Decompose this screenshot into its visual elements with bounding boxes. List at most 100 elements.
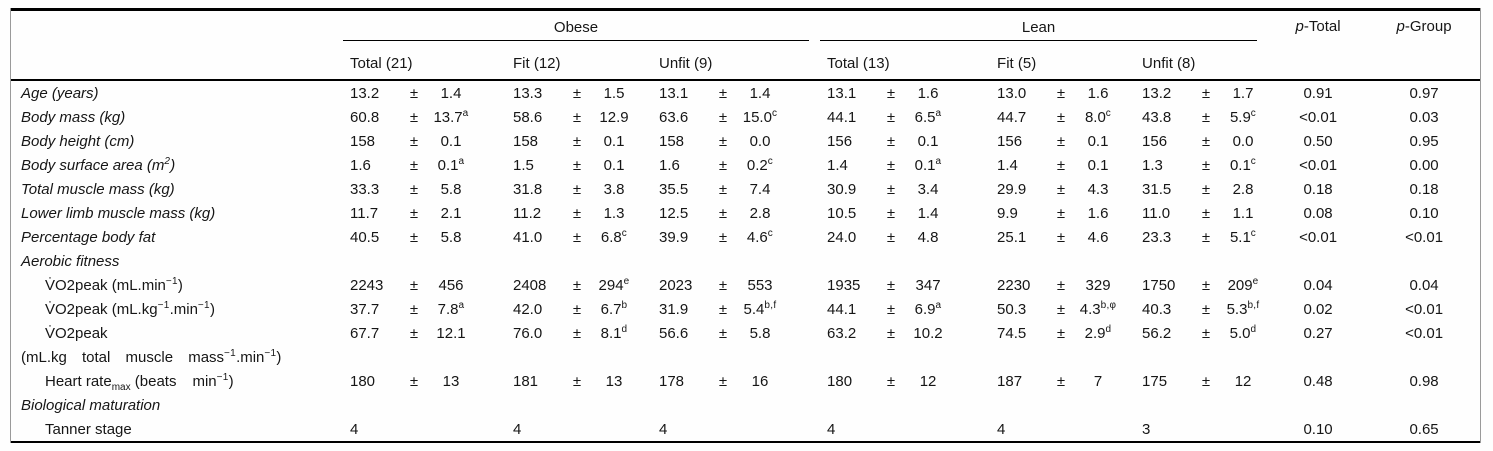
col-header-obese-total: Total (21) [343, 41, 506, 81]
row-label: Body surface area (m2) [21, 155, 176, 174]
table-row: Body height (cm) 158 ±0.1 158 ±0.1 158 ±0.0 156… [11, 129, 1480, 153]
plus-minus-sign: ± [1201, 84, 1211, 102]
p-group-value: <0.01 [1405, 300, 1444, 318]
p-total-value: 0.50 [1303, 132, 1333, 150]
plus-minus-sign: ± [1056, 300, 1066, 318]
sd-value: 5.8 [440, 228, 462, 246]
data-cell: 2408 ±294e [506, 273, 652, 297]
table-row: Age (years) 13.2 ±1.4 13.3 ±1.5 13.1 ±1.4 13.1 ±… [11, 80, 1480, 105]
data-cell: 31.5 ±2.8 [1135, 177, 1268, 201]
p-total-value: 0.27 [1303, 324, 1333, 342]
mean-value: 1.4 [997, 156, 1018, 174]
mean-value: 13.2 [350, 84, 380, 102]
mean-value: 175 [1142, 372, 1168, 390]
section-row: Aerobic fitness [11, 249, 1480, 273]
plus-minus-sign: ± [718, 372, 728, 390]
p-total-value: 0.91 [1303, 84, 1333, 102]
sd-value: 13 [605, 372, 623, 390]
data-cell: 158 ±0.0 [652, 129, 820, 153]
data-cell: 156 ±0.0 [1135, 129, 1268, 153]
mean-value: 63.2 [827, 324, 857, 342]
data-cell: 58.6 ±12.9 [506, 105, 652, 129]
data-cell: 156 ±0.1 [990, 129, 1135, 153]
sd-value: 12.1 [436, 324, 466, 342]
data-cell: 76.0 ±8.1d [506, 321, 652, 345]
plus-minus-sign: ± [886, 156, 896, 174]
p-group-value: 0.10 [1409, 204, 1439, 222]
mean-value: 56.2 [1142, 324, 1172, 342]
data-cell: 44.7 ±8.0c [990, 105, 1135, 129]
data-cell: 24.0 ±4.8 [820, 225, 990, 249]
mean-value: 2408 [513, 276, 547, 294]
sd-value: 7.4 [749, 180, 771, 198]
mean-value: 13.1 [659, 84, 689, 102]
plus-minus-sign: ± [572, 372, 582, 390]
data-cell: 29.9 ±4.3 [990, 177, 1135, 201]
sd-value: 2.9d [1084, 323, 1112, 342]
mean-value: 1.5 [513, 156, 534, 174]
plus-minus-sign: ± [1056, 276, 1066, 294]
sd-value: 1.6 [1087, 204, 1109, 222]
mean-value: 63.6 [659, 108, 689, 126]
data-cell: 13.0 ±1.6 [990, 80, 1135, 105]
mean-value: 158 [513, 132, 539, 150]
mean-value: 10.5 [827, 204, 857, 222]
group-header-obese: Obese [343, 10, 820, 41]
data-cell: 33.3 ±5.8 [343, 177, 506, 201]
mean-value: 1750 [1142, 276, 1176, 294]
sd-value: 0.1 [917, 132, 939, 150]
data-cell: 50.3 ±4.3b,φ [990, 297, 1135, 321]
plus-minus-sign: ± [718, 204, 728, 222]
sd-value: 0.1 [603, 156, 625, 174]
sd-value: 456 [438, 276, 464, 294]
plus-minus-sign: ± [1056, 228, 1066, 246]
mean-value: 67.7 [350, 324, 380, 342]
plus-minus-sign: ± [572, 324, 582, 342]
table-row: V̇O2peak (mL.min−1) 2243 ±456 2408 ±294e 2023… [11, 273, 1480, 297]
sd-value: 0.1 [1087, 156, 1109, 174]
mean-value: 13.1 [827, 84, 857, 102]
plus-minus-sign: ± [409, 372, 419, 390]
row-label: Age (years) [21, 84, 99, 102]
mean-value: 4 [513, 420, 522, 438]
mean-value: 156 [997, 132, 1023, 150]
data-cell: 4 [506, 417, 652, 443]
mean-value: 187 [997, 372, 1023, 390]
mean-value: 35.5 [659, 180, 689, 198]
row-label: Tanner stage [11, 417, 343, 443]
mean-value: 156 [1142, 132, 1168, 150]
mean-value: 37.7 [350, 300, 380, 318]
data-cell: 31.9 ±5.4b,f [652, 297, 820, 321]
mean-value: 11.0 [1142, 204, 1171, 222]
p-total-column-header: p-Total [1268, 9, 1369, 81]
sd-value: 1.4 [440, 84, 462, 102]
mean-value: 4 [997, 420, 1006, 438]
table-row: Tanner stage 4 4 4 4 4 3 0.10 0.65 [11, 417, 1481, 443]
sd-value: 7 [1093, 372, 1103, 390]
data-cell: 11.0 ±1.1 [1135, 201, 1268, 225]
plus-minus-sign: ± [1056, 132, 1066, 150]
data-cell: 44.1 ±6.9a [820, 297, 990, 321]
col-header-obese-fit: Fit (12) [506, 41, 652, 81]
mean-value: 44.1 [827, 108, 857, 126]
sd-value: 12.9 [599, 108, 629, 126]
data-cell: 13.2 ±1.7 [1135, 80, 1268, 105]
sd-value: 1.4 [917, 204, 939, 222]
col-header-obese-unfit: Unfit (9) [652, 41, 821, 81]
table-row: Percentage body fat 40.5 ±5.8 41.0 ±6.8c 39.9… [11, 225, 1480, 249]
mean-value: 9.9 [997, 204, 1018, 222]
group-label-lean: Lean [820, 19, 1258, 41]
row-label: V̇O2peak (mL.kg−1.min−1) [45, 299, 215, 318]
data-cell: 1.3 ±0.1c [1135, 153, 1268, 177]
p-group-value: 0.03 [1409, 108, 1439, 126]
plus-minus-sign: ± [409, 132, 419, 150]
plus-minus-sign: ± [1201, 228, 1211, 246]
sd-value: 1.7 [1232, 84, 1254, 102]
plus-minus-sign: ± [409, 300, 419, 318]
data-cell: 25.1 ±4.6 [990, 225, 1135, 249]
p-total-value: <0.01 [1299, 108, 1338, 126]
data-cell: 187 ±7 [990, 369, 1135, 393]
plus-minus-sign: ± [718, 324, 728, 342]
mean-value: 39.9 [659, 228, 689, 246]
data-cell: 44.1 ±6.5a [820, 105, 990, 129]
